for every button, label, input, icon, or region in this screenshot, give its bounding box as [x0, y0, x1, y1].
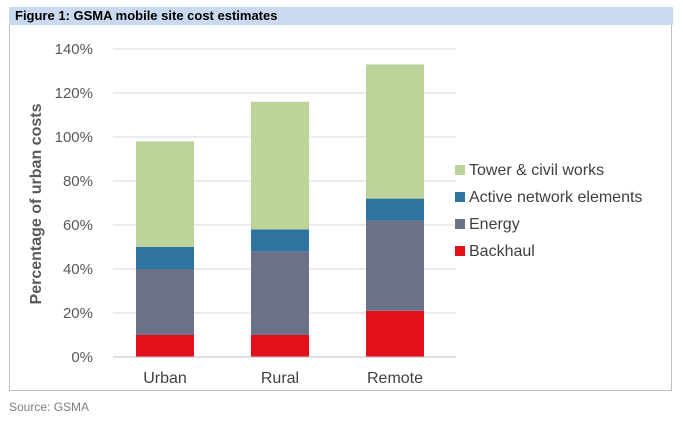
bars [136, 64, 424, 357]
bar-segment [251, 229, 309, 252]
bar-segment [136, 269, 194, 335]
legend-label: Active network elements [469, 189, 642, 206]
bar-segment [366, 310, 424, 357]
legend: Tower & civil works Active network elemen… [455, 162, 642, 260]
x-tick-label: Urban [143, 370, 187, 387]
legend-swatch [455, 165, 465, 175]
y-tick-label: 140% [55, 41, 93, 58]
chart-frame [9, 25, 672, 391]
legend-swatch [455, 219, 465, 229]
y-axis-ticks: 0% 20% 40% 60% 80% 100% 120% 140% [55, 41, 93, 366]
bar-segment [136, 335, 194, 357]
y-tick-label: 0% [71, 349, 93, 366]
y-tick-label: 20% [63, 305, 93, 322]
source-note: Source: GSMA [9, 400, 90, 414]
bar-segment [251, 251, 309, 335]
x-axis-ticks: Urban Rural Remote [143, 370, 423, 387]
bar-segment [366, 64, 424, 199]
legend-label: Energy [469, 216, 520, 233]
y-tick-label: 80% [63, 173, 93, 190]
bar-segment [366, 220, 424, 311]
y-tick-label: 60% [63, 217, 93, 234]
figure-title: Figure 1: GSMA mobile site cost estimate… [15, 8, 278, 23]
bar-segment [251, 335, 309, 357]
y-tick-label: 40% [63, 261, 93, 278]
x-tick-label: Rural [261, 370, 299, 387]
legend-swatch [455, 246, 465, 256]
x-tick-label: Remote [367, 370, 423, 387]
bar-segment [136, 141, 194, 247]
legend-label: Tower & civil works [469, 162, 604, 179]
y-tick-label: 120% [55, 85, 93, 102]
legend-swatch [455, 192, 465, 202]
figure-header: Figure 1: GSMA mobile site cost estimate… [9, 7, 673, 25]
bar-segment [366, 198, 424, 221]
legend-label: Backhaul [469, 243, 535, 260]
y-tick-label: 100% [55, 129, 93, 146]
bar-segment [251, 101, 309, 230]
y-axis-label: Percentage of urban costs [28, 103, 45, 304]
bar-segment [136, 247, 194, 269]
